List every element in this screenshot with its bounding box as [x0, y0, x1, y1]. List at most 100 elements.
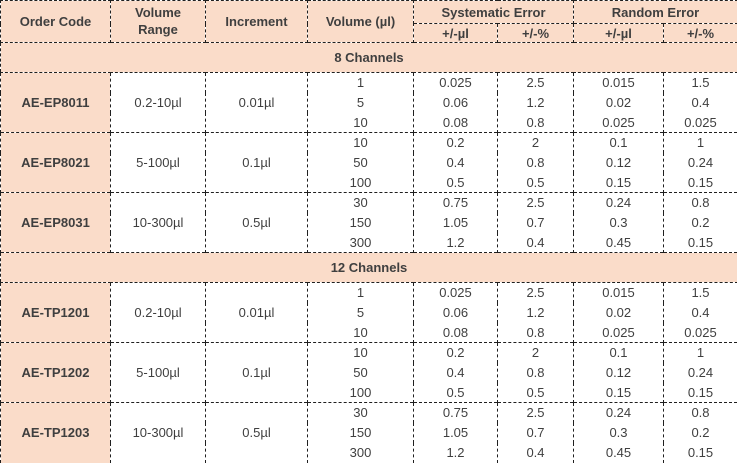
volume-range-cell: 0.2-10µl [110, 282, 206, 343]
random-ul-cell: 0.12 [573, 152, 664, 173]
systematic-pct-cell: 0.4 [497, 442, 574, 463]
random-ul-cell: 0.15 [573, 172, 664, 193]
volume-cell: 5 [307, 302, 414, 323]
header-order-code: Order Code [0, 0, 111, 43]
increment-cell: 0.5µl [205, 402, 308, 463]
random-ul-cell: 0.025 [573, 322, 664, 343]
random-ul-cell: 0.015 [573, 282, 664, 303]
order-code-cell: AE-EP8011 [0, 72, 111, 133]
systematic-ul-cell: 0.75 [413, 402, 498, 423]
volume-cell: 100 [307, 172, 414, 193]
random-ul-cell: 0.24 [573, 402, 664, 423]
random-ul-cell: 0.025 [573, 112, 664, 133]
increment-cell: 0.5µl [205, 192, 308, 253]
random-pct-cell: 0.15 [663, 232, 737, 253]
systematic-pct-cell: 0.8 [497, 112, 574, 133]
systematic-ul-cell: 1.05 [413, 212, 498, 233]
random-ul-cell: 0.3 [573, 212, 664, 233]
table-header: Order Code Volume Range Increment Volume… [0, 0, 737, 43]
systematic-ul-cell: 0.06 [413, 302, 498, 323]
random-ul-cell: 0.015 [573, 72, 664, 93]
systematic-ul-cell: 1.2 [413, 442, 498, 463]
volume-cell: 150 [307, 422, 414, 443]
header-systematic-pct: +/-% [497, 23, 574, 43]
increment-cell: 0.1µl [205, 342, 308, 403]
section-header: 12 Channels [0, 252, 737, 283]
table-row: AE-EP8011 0.2-10µl 0.01µl 1 0.025 2.5 0.015 1.5 [0, 72, 737, 133]
random-pct-cell: 0.8 [663, 402, 737, 423]
order-code-cell: AE-EP8021 [0, 132, 111, 193]
random-pct-cell: 0.15 [663, 172, 737, 193]
random-pct-cell: 1 [663, 342, 737, 363]
table-row: 150 1.05 0.7 0.3 0.2 [1, 422, 737, 443]
random-ul-cell: 0.12 [573, 362, 664, 383]
systematic-pct-cell: 2 [497, 342, 574, 363]
random-ul-cell: 0.24 [573, 192, 664, 213]
volume-range-cell: 0.2-10µl [110, 72, 206, 133]
systematic-ul-cell: 0.06 [413, 92, 498, 113]
systematic-pct-cell: 0.8 [497, 152, 574, 173]
random-pct-cell: 0.15 [663, 382, 737, 403]
spec-table-body: 8 Channels AE-EP8011 0.2-10µl 0.01µl 1 0.025 2… [0, 42, 737, 463]
header-random-ul: +/-µl [573, 23, 664, 43]
systematic-pct-cell: 0.7 [497, 422, 574, 443]
increment-cell: 0.01µl [205, 282, 308, 343]
systematic-pct-cell: 2 [497, 132, 574, 153]
random-pct-cell: 0.4 [663, 302, 737, 323]
table-row: AE-TP1203 10-300µl 0.5µl 30 0.75 2.5 0.24 0.8 [0, 402, 737, 463]
table-row: 5 0.06 1.2 0.02 0.4 [1, 92, 737, 113]
header-increment: Increment [205, 0, 308, 43]
random-ul-cell: 0.02 [573, 92, 664, 113]
systematic-ul-cell: 0.025 [413, 282, 498, 303]
header-volume-range: Volume Range [110, 0, 206, 43]
table-row: 100 0.5 0.5 0.15 0.15 [1, 382, 737, 403]
volume-cell: 300 [307, 232, 414, 253]
volume-cell: 5 [307, 92, 414, 113]
systematic-ul-cell: 1.05 [413, 422, 498, 443]
systematic-pct-cell: 0.5 [497, 382, 574, 403]
random-pct-cell: 1.5 [663, 282, 737, 303]
order-code-cell: AE-TP1202 [0, 342, 111, 403]
systematic-pct-cell: 0.8 [497, 362, 574, 383]
table-row: 300 1.2 0.4 0.45 0.15 [1, 232, 737, 253]
systematic-ul-cell: 0.4 [413, 152, 498, 173]
random-pct-cell: 0.025 [663, 322, 737, 343]
random-pct-cell: 0.24 [663, 152, 737, 173]
table-row: AE-TP1202 5-100µl 0.1µl 10 0.2 2 0.1 1 [0, 342, 737, 403]
volume-cell: 10 [307, 322, 414, 343]
table-row: AE-EP8021 5-100µl 0.1µl 10 0.2 2 0.1 1 [0, 132, 737, 193]
volume-cell: 50 [307, 152, 414, 173]
random-ul-cell: 0.45 [573, 442, 664, 463]
random-pct-cell: 0.24 [663, 362, 737, 383]
systematic-pct-cell: 1.2 [497, 92, 574, 113]
header-random-error: Random Error [573, 0, 737, 24]
random-ul-cell: 0.1 [573, 132, 664, 153]
header-systematic-error: Systematic Error [413, 0, 574, 24]
systematic-pct-cell: 2.5 [497, 282, 574, 303]
order-code-cell: AE-TP1201 [0, 282, 111, 343]
systematic-ul-cell: 0.025 [413, 72, 498, 93]
order-code-cell: AE-EP8031 [0, 192, 111, 253]
header-systematic-ul: +/-µl [413, 23, 498, 43]
increment-cell: 0.1µl [205, 132, 308, 193]
random-ul-cell: 0.1 [573, 342, 664, 363]
table-row: 50 0.4 0.8 0.12 0.24 [1, 362, 737, 383]
increment-cell: 0.01µl [205, 72, 308, 133]
header-volume: Volume (µl) [307, 0, 414, 43]
volume-cell: 30 [307, 192, 414, 213]
systematic-ul-cell: 0.5 [413, 382, 498, 403]
table-row: AE-EP8031 10-300µl 0.5µl 30 0.75 2.5 0.24 0.8 [0, 192, 737, 253]
systematic-pct-cell: 2.5 [497, 72, 574, 93]
table-row: AE-TP1201 0.2-10µl 0.01µl 1 0.025 2.5 0.015 1.5 [0, 282, 737, 343]
random-pct-cell: 0.15 [663, 442, 737, 463]
systematic-ul-cell: 1.2 [413, 232, 498, 253]
systematic-ul-cell: 0.2 [413, 132, 498, 153]
table-row: 150 1.05 0.7 0.3 0.2 [1, 212, 737, 233]
table-row: 10 0.08 0.8 0.025 0.025 [1, 112, 737, 133]
volume-cell: 50 [307, 362, 414, 383]
random-pct-cell: 0.2 [663, 212, 737, 233]
random-pct-cell: 0.2 [663, 422, 737, 443]
table-row: 10 0.08 0.8 0.025 0.025 [1, 322, 737, 343]
random-pct-cell: 0.025 [663, 112, 737, 133]
volume-cell: 1 [307, 282, 414, 303]
